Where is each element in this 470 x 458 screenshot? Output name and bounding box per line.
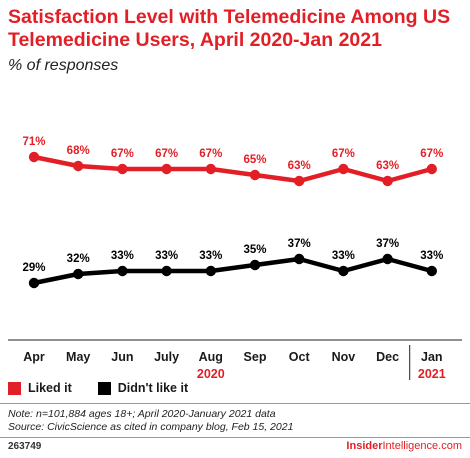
data-point-0-3 <box>161 163 172 175</box>
data-label-1-5: 35% <box>243 244 266 256</box>
footnote: Note: n=101,884 ages 18+; April 2020-Jan… <box>8 408 293 434</box>
brand-thin: Intelligence <box>382 440 439 452</box>
data-label-1-7: 33% <box>332 250 355 262</box>
data-point-1-8 <box>382 253 393 265</box>
x-tick-label-4: Aug <box>199 350 223 364</box>
legend-swatch-liked <box>8 381 21 395</box>
data-label-0-6: 63% <box>288 160 311 172</box>
legend-item-liked: Liked it <box>8 381 72 395</box>
x-tick-label-2: Jun <box>111 350 133 364</box>
chart-title: Satisfaction Level with Telemedicine Amo… <box>8 6 451 51</box>
data-label-0-0: 71% <box>22 136 45 148</box>
data-point-1-2 <box>117 265 128 277</box>
data-label-0-1: 68% <box>67 145 90 157</box>
brand-bold: Insider <box>346 440 383 452</box>
data-label-1-1: 32% <box>67 253 90 265</box>
data-label-1-4: 33% <box>199 250 222 262</box>
data-label-0-9: 67% <box>420 148 443 160</box>
data-point-0-8 <box>382 175 393 187</box>
data-point-1-4 <box>205 265 216 277</box>
data-label-1-3: 33% <box>155 250 178 262</box>
data-point-1-5 <box>249 259 261 271</box>
chart-id: 263749 <box>8 441 42 452</box>
data-label-0-4: 67% <box>199 148 222 160</box>
x-tick-label-6: Oct <box>289 350 311 364</box>
data-label-1-0: 29% <box>22 262 45 274</box>
x-tick-label-8: Dec <box>376 350 399 364</box>
note-text: Note: n=101,884 ages 18+; April 2020-Jan… <box>8 408 276 420</box>
legend-swatch-disliked <box>97 381 111 395</box>
footer-divider-bottom <box>0 437 470 438</box>
legend-label-disliked: Didn't like it <box>117 381 189 395</box>
data-point-0-7 <box>338 163 349 175</box>
data-point-0-6 <box>294 175 305 187</box>
year-label-0: 2020 <box>197 367 225 380</box>
x-tick-label-7: Nov <box>332 350 356 364</box>
data-point-1-3 <box>161 265 172 277</box>
data-label-1-8: 37% <box>376 238 399 250</box>
data-point-0-2 <box>117 163 128 175</box>
year-label-1: 2021 <box>418 367 446 380</box>
legend-label-liked: Liked it <box>28 381 72 395</box>
data-label-0-2: 67% <box>111 148 134 160</box>
series-line-0 <box>33 154 433 184</box>
data-point-0-5 <box>249 169 261 181</box>
data-label-1-2: 33% <box>111 250 134 262</box>
data-point-1-0 <box>28 277 40 289</box>
data-label-0-3: 67% <box>155 148 178 160</box>
footer-divider-top <box>0 403 470 404</box>
x-tick-label-9: Jan <box>421 350 443 364</box>
x-tick-label-0: Apr <box>23 350 45 364</box>
data-label-0-5: 65% <box>243 154 266 166</box>
legend: Liked it Didn't like it <box>8 381 214 395</box>
x-tick-label-3: July <box>154 350 179 364</box>
data-point-0-1 <box>73 160 84 172</box>
data-point-1-9 <box>426 265 437 277</box>
data-label-0-8: 63% <box>376 160 399 172</box>
data-point-0-4 <box>205 163 216 175</box>
data-point-0-0 <box>28 151 40 163</box>
data-label-1-6: 37% <box>288 238 311 250</box>
data-point-1-1 <box>73 268 84 280</box>
line-chart: 71% 68% 67% 67% 67% 65% 63% 67% 63% 67% 29% 32% 33% 3… <box>8 136 462 380</box>
data-label-1-9: 33% <box>420 250 443 262</box>
x-tick-label-1: May <box>66 350 90 364</box>
brand-suffix: .com <box>438 440 462 452</box>
chart-subtitle: % of responses <box>8 57 119 74</box>
source-text: Source: CivicScience as cited in company… <box>8 421 294 433</box>
data-point-1-6 <box>294 253 305 265</box>
series-line-1 <box>33 256 433 286</box>
data-point-1-7 <box>338 265 349 277</box>
data-label-0-7: 67% <box>332 148 355 160</box>
brand-logo: InsiderIntelligence.com <box>346 440 462 452</box>
legend-item-disliked: Didn't like it <box>97 381 189 395</box>
data-point-0-9 <box>426 163 437 175</box>
x-tick-label-5: Sep <box>244 350 267 364</box>
